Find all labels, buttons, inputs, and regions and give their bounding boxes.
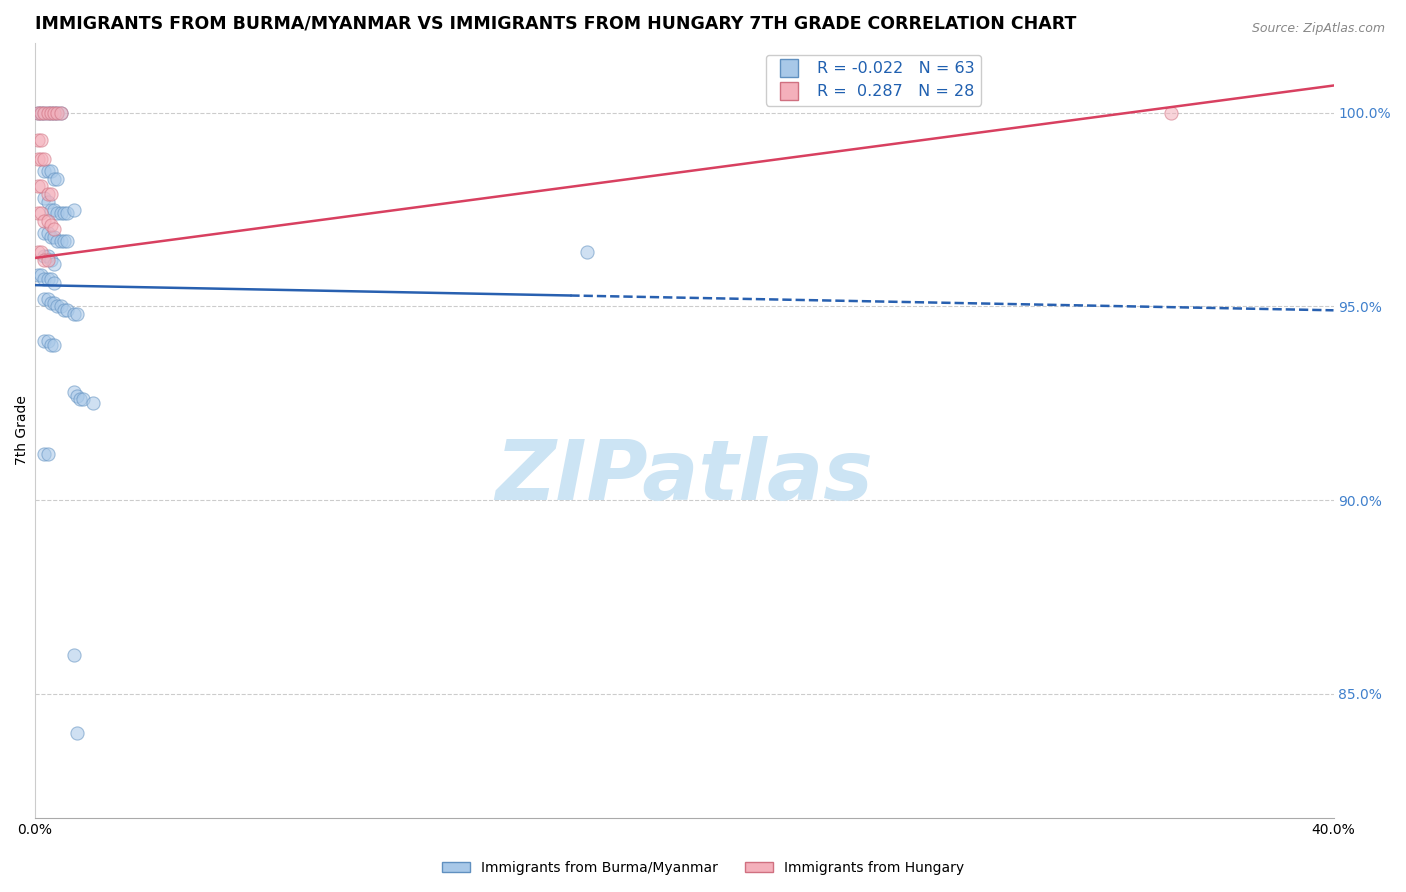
Point bbox=[39, 295, 62, 310]
Point bbox=[30, 268, 52, 283]
Point bbox=[49, 206, 72, 220]
Point bbox=[34, 447, 56, 461]
Point bbox=[39, 187, 62, 202]
Point bbox=[42, 276, 65, 290]
Point bbox=[37, 105, 59, 120]
Point bbox=[34, 249, 56, 263]
Point bbox=[42, 222, 65, 236]
Point bbox=[46, 300, 69, 314]
Point bbox=[34, 292, 56, 306]
Point bbox=[52, 303, 75, 318]
Point bbox=[34, 163, 56, 178]
Point bbox=[30, 133, 52, 147]
Point bbox=[52, 234, 75, 248]
Point bbox=[27, 206, 49, 220]
Point bbox=[49, 300, 72, 314]
Legend: R = -0.022   N = 63, R =  0.287   N = 28: R = -0.022 N = 63, R = 0.287 N = 28 bbox=[766, 54, 981, 105]
Point bbox=[46, 105, 69, 120]
Point bbox=[34, 252, 56, 267]
Point bbox=[34, 334, 56, 349]
Point bbox=[46, 105, 69, 120]
Point bbox=[82, 396, 104, 410]
Point bbox=[1160, 105, 1182, 120]
Point bbox=[27, 268, 49, 283]
Point bbox=[37, 194, 59, 209]
Point bbox=[46, 234, 69, 248]
Point bbox=[27, 105, 49, 120]
Point bbox=[30, 245, 52, 260]
Point bbox=[39, 202, 62, 217]
Point bbox=[34, 272, 56, 286]
Point bbox=[37, 252, 59, 267]
Point bbox=[30, 152, 52, 166]
Point bbox=[42, 338, 65, 352]
Point bbox=[69, 392, 91, 407]
Point bbox=[39, 272, 62, 286]
Point bbox=[39, 218, 62, 232]
Text: IMMIGRANTS FROM BURMA/MYANMAR VS IMMIGRANTS FROM HUNGARY 7TH GRADE CORRELATION C: IMMIGRANTS FROM BURMA/MYANMAR VS IMMIGRA… bbox=[35, 15, 1076, 33]
Point bbox=[39, 229, 62, 244]
Point bbox=[42, 202, 65, 217]
Point bbox=[39, 163, 62, 178]
Point bbox=[62, 648, 84, 663]
Point bbox=[37, 292, 59, 306]
Point bbox=[66, 388, 89, 402]
Point bbox=[39, 105, 62, 120]
Point bbox=[66, 307, 89, 321]
Point bbox=[42, 105, 65, 120]
Point bbox=[37, 163, 59, 178]
Point bbox=[30, 105, 52, 120]
Point bbox=[49, 234, 72, 248]
Point bbox=[30, 105, 52, 120]
Point bbox=[37, 214, 59, 228]
Point bbox=[46, 171, 69, 186]
Point bbox=[42, 295, 65, 310]
Point bbox=[56, 234, 79, 248]
Point bbox=[42, 105, 65, 120]
Point bbox=[42, 229, 65, 244]
Point bbox=[37, 187, 59, 202]
Point bbox=[56, 206, 79, 220]
Point bbox=[34, 214, 56, 228]
Point bbox=[49, 105, 72, 120]
Point bbox=[30, 206, 52, 220]
Point bbox=[49, 105, 72, 120]
Point bbox=[66, 725, 89, 739]
Point bbox=[27, 179, 49, 194]
Text: ZIPatlas: ZIPatlas bbox=[495, 436, 873, 517]
Point bbox=[39, 338, 62, 352]
Point bbox=[62, 307, 84, 321]
Point bbox=[34, 152, 56, 166]
Point bbox=[37, 105, 59, 120]
Point bbox=[30, 179, 52, 194]
Point bbox=[62, 202, 84, 217]
Legend: Immigrants from Burma/Myanmar, Immigrants from Hungary: Immigrants from Burma/Myanmar, Immigrant… bbox=[436, 855, 970, 880]
Y-axis label: 7th Grade: 7th Grade bbox=[15, 395, 30, 466]
Text: Source: ZipAtlas.com: Source: ZipAtlas.com bbox=[1251, 22, 1385, 36]
Point bbox=[37, 447, 59, 461]
Point bbox=[46, 206, 69, 220]
Point bbox=[56, 303, 79, 318]
Point bbox=[37, 249, 59, 263]
Point bbox=[27, 133, 49, 147]
Point bbox=[575, 245, 598, 260]
Point bbox=[34, 226, 56, 240]
Point bbox=[42, 171, 65, 186]
Point bbox=[52, 206, 75, 220]
Point bbox=[39, 105, 62, 120]
Point bbox=[27, 152, 49, 166]
Point bbox=[37, 272, 59, 286]
Point bbox=[37, 226, 59, 240]
Point bbox=[34, 191, 56, 205]
Point bbox=[39, 252, 62, 267]
Point bbox=[27, 245, 49, 260]
Point bbox=[72, 392, 94, 407]
Point bbox=[62, 384, 84, 399]
Point bbox=[34, 105, 56, 120]
Point bbox=[42, 257, 65, 271]
Point bbox=[27, 105, 49, 120]
Point bbox=[37, 334, 59, 349]
Point bbox=[34, 105, 56, 120]
